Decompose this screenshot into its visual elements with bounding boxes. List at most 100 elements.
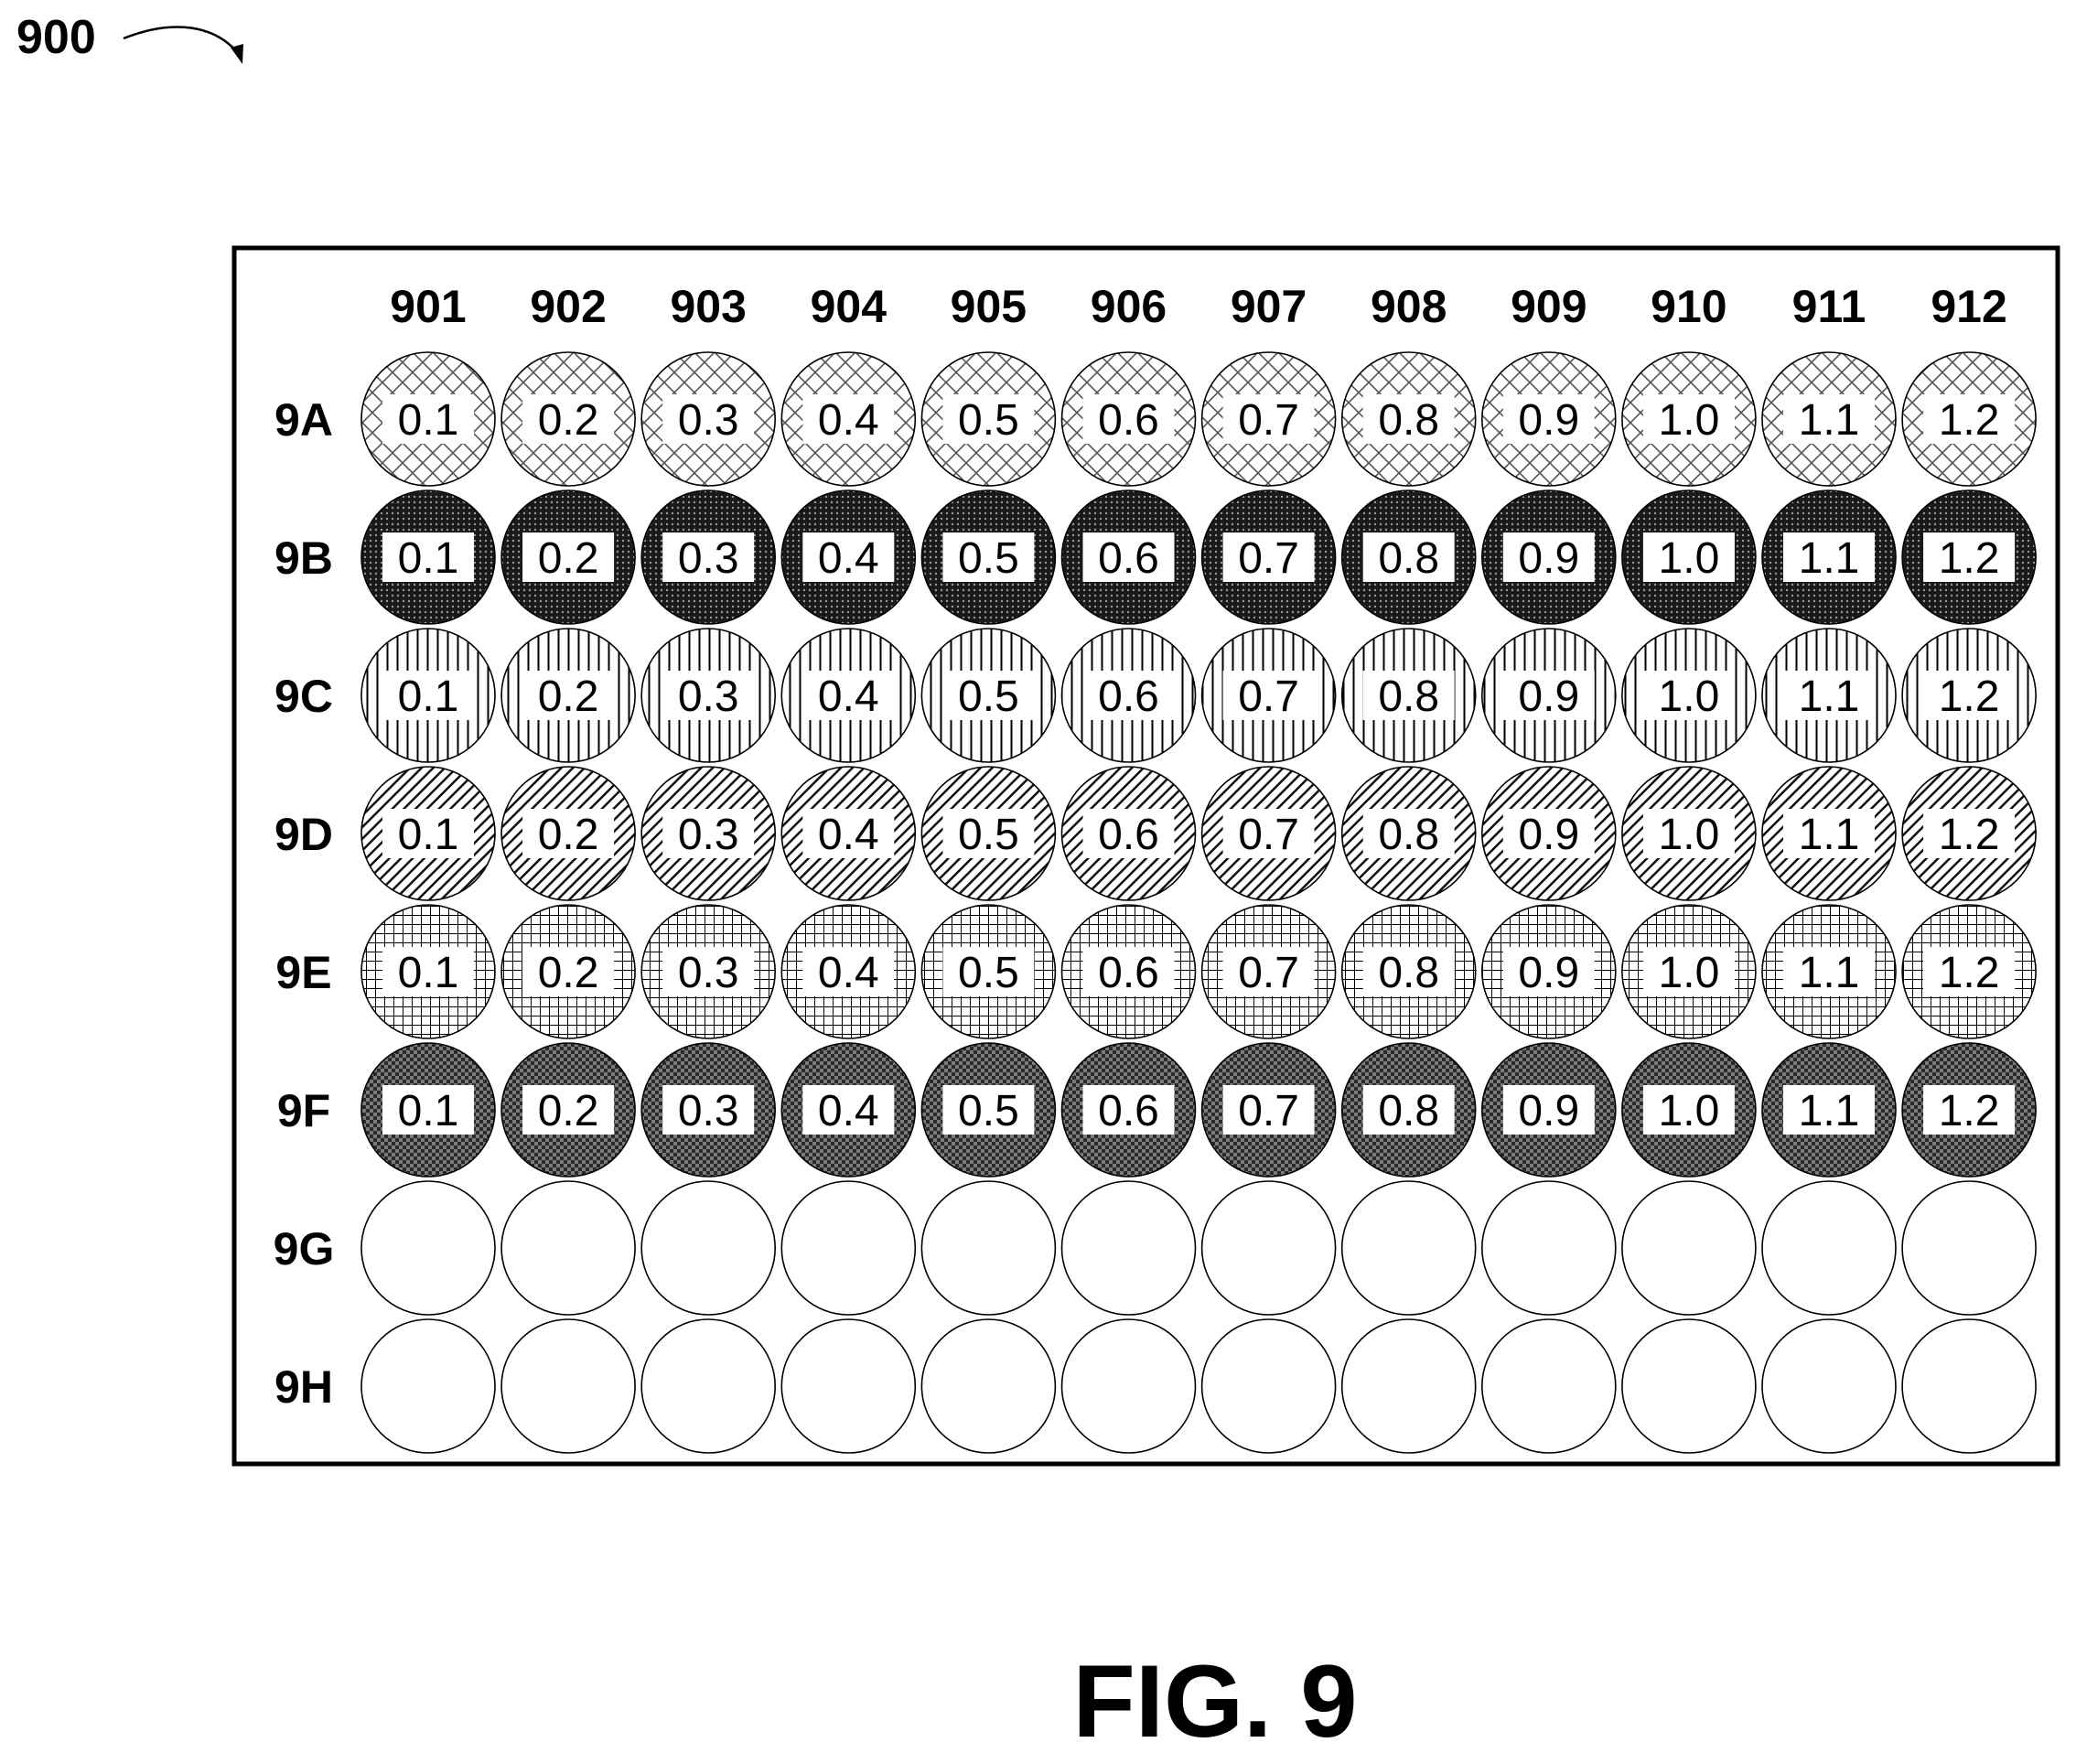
column-header: 902 [530,281,606,332]
well-value: 0.1 [398,534,459,583]
well-value: 0.2 [538,811,599,859]
row-label: 9D [274,809,333,860]
well-value: 0.2 [538,396,599,445]
well: 0.5 [921,629,1055,762]
well: 0.9 [1482,1043,1616,1177]
well: 1.2 [1902,1043,2036,1177]
well: 0.6 [1062,490,1196,624]
well-value: 0.7 [1238,949,1299,997]
column-header: 901 [390,281,466,332]
well-value: 1.0 [1659,811,1720,859]
well-value: 0.8 [1378,672,1439,721]
well-value: 0.3 [678,811,739,859]
well [1062,1181,1196,1315]
well: 0.1 [361,490,495,624]
well-circle [921,1319,1055,1453]
well-value: 0.7 [1238,672,1299,721]
well: 1.0 [1622,352,1756,486]
well [1202,1319,1336,1453]
well: 1.1 [1762,629,1896,762]
well-value: 0.4 [818,949,879,997]
well-value: 1.2 [1939,1087,2000,1135]
well-value: 0.8 [1378,811,1439,859]
well-circle [1202,1319,1336,1453]
well-value: 1.2 [1939,396,2000,445]
well-circle [781,1181,915,1315]
well-value: 1.0 [1659,672,1720,721]
well-value: 0.4 [818,1087,879,1135]
well-value: 0.3 [678,534,739,583]
well: 1.1 [1762,767,1896,900]
well-value: 0.3 [678,949,739,997]
well-value: 1.1 [1799,396,1860,445]
well [921,1181,1055,1315]
well-circle [1902,1181,2036,1315]
well: 0.3 [641,490,775,624]
well: 0.3 [641,905,775,1038]
well-value: 0.6 [1098,949,1159,997]
well-value: 0.1 [398,672,459,721]
well: 0.4 [781,490,915,624]
well: 0.5 [921,767,1055,900]
well: 1.2 [1902,490,2036,624]
well-value: 0.1 [398,949,459,997]
well [501,1319,635,1453]
well: 0.1 [361,1043,495,1177]
well-value: 0.5 [958,672,1019,721]
well: 0.7 [1202,1043,1336,1177]
well: 1.0 [1622,629,1756,762]
well: 0.4 [781,1043,915,1177]
column-header: 909 [1511,281,1587,332]
well: 1.1 [1762,905,1896,1038]
well: 0.8 [1342,1043,1476,1177]
well-value: 1.2 [1939,949,2000,997]
well: 1.0 [1622,490,1756,624]
well-value: 0.4 [818,534,879,583]
row-label: 9G [274,1223,335,1275]
well [1342,1181,1476,1315]
well: 0.3 [641,629,775,762]
well-value: 0.3 [678,1087,739,1135]
well [501,1181,635,1315]
column-headers: 901902903904905906907908909910911912 [390,281,2007,332]
well: 0.3 [641,767,775,900]
well: 1.0 [1622,905,1756,1038]
well-value: 0.8 [1378,534,1439,583]
well: 0.7 [1202,905,1336,1038]
well-value: 0.6 [1098,672,1159,721]
well: 0.9 [1482,767,1616,900]
well: 0.5 [921,490,1055,624]
well: 0.5 [921,905,1055,1038]
well [361,1319,495,1453]
well-value: 0.4 [818,811,879,859]
well-circle [1902,1319,2036,1453]
well-circle [641,1319,775,1453]
column-header: 906 [1091,281,1167,332]
column-header: 912 [1931,281,2006,332]
well-circle [1342,1319,1476,1453]
well-value: 0.3 [678,672,739,721]
well: 0.2 [501,629,635,762]
well: 0.7 [1202,629,1336,762]
well [1902,1319,2036,1453]
well-value: 0.7 [1238,396,1299,445]
well-value: 0.4 [818,396,879,445]
well: 0.1 [361,629,495,762]
well: 0.8 [1342,629,1476,762]
well-circle [501,1181,635,1315]
well-value: 0.3 [678,396,739,445]
well [921,1319,1055,1453]
well-value: 0.1 [398,1087,459,1135]
well-value: 0.2 [538,672,599,721]
well [1762,1319,1896,1453]
well-value: 0.6 [1098,396,1159,445]
well-circle [921,1181,1055,1315]
well-value: 0.9 [1518,534,1579,583]
well-value: 0.4 [818,672,879,721]
well: 0.7 [1202,352,1336,486]
well-value: 1.2 [1939,811,2000,859]
well-value: 0.5 [958,1087,1019,1135]
well-value: 0.9 [1518,811,1579,859]
well: 0.5 [921,352,1055,486]
